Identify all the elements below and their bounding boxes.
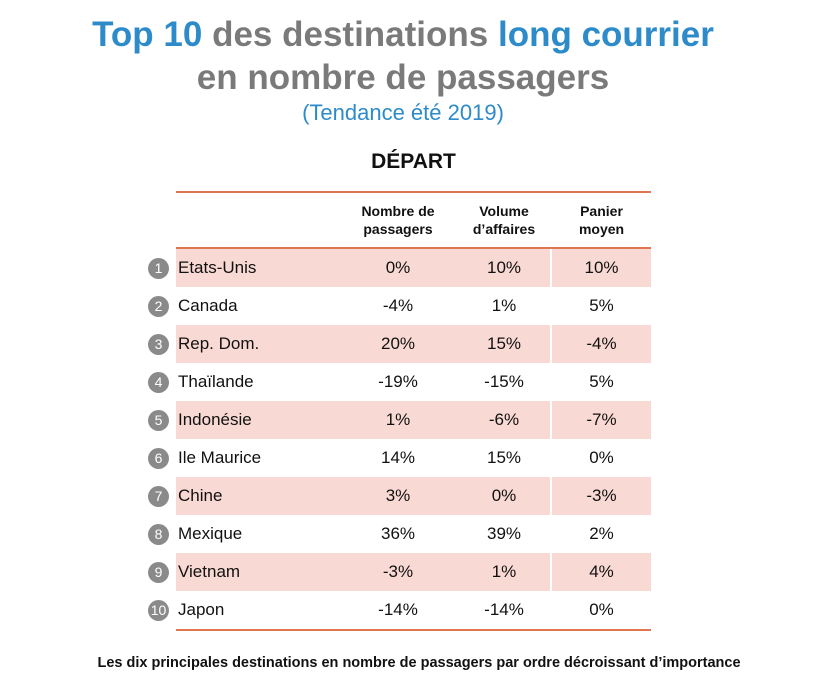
column-header-volume-line2: d’affaires <box>472 221 536 237</box>
column-divider <box>550 477 552 515</box>
cell-passengers: 3% <box>385 486 411 505</box>
rank-badge: 2 <box>148 296 169 317</box>
page-subtitle: (Tendance été 2019) <box>302 100 504 125</box>
table-row: 9 Vietnam -3% 1% 4% <box>148 553 651 591</box>
cell-basket: 4% <box>589 562 614 581</box>
destination-name: Rep. Dom. <box>178 334 260 353</box>
column-divider <box>550 591 552 629</box>
cell-volume: -6% <box>488 410 520 429</box>
column-header-basket-line1: Panier <box>580 203 623 219</box>
destination-name: Canada <box>178 296 238 315</box>
title-part-destinations: des destinations <box>212 15 489 54</box>
cell-volume: 1% <box>491 562 517 581</box>
cell-volume: 39% <box>486 524 522 543</box>
destination-name: Japon <box>178 600 225 619</box>
cell-volume: -15% <box>484 372 524 391</box>
column-header-volume: Volume d’affaires <box>456 202 552 238</box>
rank-badge: 10 <box>148 600 169 621</box>
cell-basket: -4% <box>586 334 617 353</box>
table-row: 2 Canada -4% 1% 5% <box>148 287 651 325</box>
cell-basket: -3% <box>586 486 617 505</box>
table-row: 10 Japon -14% -14% 0% <box>148 591 651 629</box>
cell-passengers: -14% <box>378 600 418 619</box>
cell-passengers: -4% <box>382 296 414 315</box>
table-row: 1 Etats-Unis 0% 10% 10% <box>148 249 651 287</box>
column-header-basket-line2: moyen <box>578 221 625 237</box>
section-title: DÉPART <box>371 150 456 173</box>
cell-basket: 10% <box>584 258 619 277</box>
destination-name: Mexique <box>178 524 243 543</box>
rank-badge: 3 <box>148 334 169 355</box>
rank-badge: 9 <box>148 562 169 583</box>
cell-basket: 2% <box>589 524 614 543</box>
cell-passengers: 20% <box>380 334 416 353</box>
title-part-top10: Top 10 <box>92 15 203 54</box>
destination-name: Etats-Unis <box>178 258 257 277</box>
column-divider <box>550 287 552 325</box>
cell-basket: 5% <box>589 296 614 315</box>
table-row: 3 Rep. Dom. 20% 15% -4% <box>148 325 651 363</box>
cell-basket: 5% <box>589 372 614 391</box>
destination-name: Ile Maurice <box>178 448 262 467</box>
table-row: 4 Thaïlande -19% -15% 5% <box>148 363 651 401</box>
cell-passengers: 1% <box>385 410 411 429</box>
cell-passengers: 0% <box>385 258 411 277</box>
column-divider <box>550 249 552 287</box>
column-divider <box>550 553 552 591</box>
rank-badge: 8 <box>148 524 169 545</box>
cell-volume: 15% <box>486 334 522 353</box>
table-row: 5 Indonésie 1% -6% -7% <box>148 401 651 439</box>
rank-badge: 1 <box>148 258 169 279</box>
rank-badge: 7 <box>148 486 169 507</box>
column-header-volume-line1: Volume <box>479 203 529 219</box>
rank-badge: 5 <box>148 410 169 431</box>
table-header: Nombre de passagers Volume d’affaires Pa… <box>176 193 651 249</box>
column-divider <box>550 515 552 553</box>
rank-badge: 6 <box>148 448 169 469</box>
cell-basket: 0% <box>589 600 614 619</box>
column-divider <box>550 363 552 401</box>
table-row: 7 Chine 3% 0% -3% <box>148 477 651 515</box>
page-title: Top 10 des destinations long courrier <box>0 14 806 56</box>
cell-passengers: -3% <box>382 562 414 581</box>
table-row: 8 Mexique 36% 39% 2% <box>148 515 651 553</box>
page-title-line2: en nombre de passagers <box>196 58 610 97</box>
destination-name: Indonésie <box>178 410 252 429</box>
destination-name: Vietnam <box>178 562 241 581</box>
cell-basket: -7% <box>586 410 617 429</box>
column-header-passengers: Nombre de passagers <box>346 202 450 238</box>
column-divider <box>550 325 552 363</box>
cell-passengers: 36% <box>380 524 416 543</box>
cell-volume: 0% <box>491 486 517 505</box>
cell-passengers: -19% <box>378 372 418 391</box>
column-header-passengers-line1: Nombre de <box>361 203 435 219</box>
destination-name: Thaïlande <box>178 372 254 391</box>
cell-volume: 10% <box>486 258 522 277</box>
cell-basket: 0% <box>589 448 614 467</box>
column-header-passengers-line2: passagers <box>363 221 433 237</box>
table-body: 1 Etats-Unis 0% 10% 10% 2 Canada -4% 1% 5% 3 Rep. D… <box>148 249 651 629</box>
destinations-table: Nombre de passagers Volume d’affaires Pa… <box>148 191 651 631</box>
cell-volume: -14% <box>484 600 524 619</box>
destination-name: Chine <box>178 486 223 505</box>
table-row: 6 Ile Maurice 14% 15% 0% <box>148 439 651 477</box>
title-part-long-courrier: long courrier <box>497 15 714 54</box>
column-divider <box>550 401 552 439</box>
column-header-basket: Panier moyen <box>552 202 651 238</box>
cell-passengers: 14% <box>380 448 416 467</box>
rank-badge: 4 <box>148 372 169 393</box>
cell-volume: 15% <box>486 448 522 467</box>
caption: Les dix principales destinations en nomb… <box>97 655 741 671</box>
cell-volume: 1% <box>491 296 517 315</box>
column-divider <box>550 439 552 477</box>
